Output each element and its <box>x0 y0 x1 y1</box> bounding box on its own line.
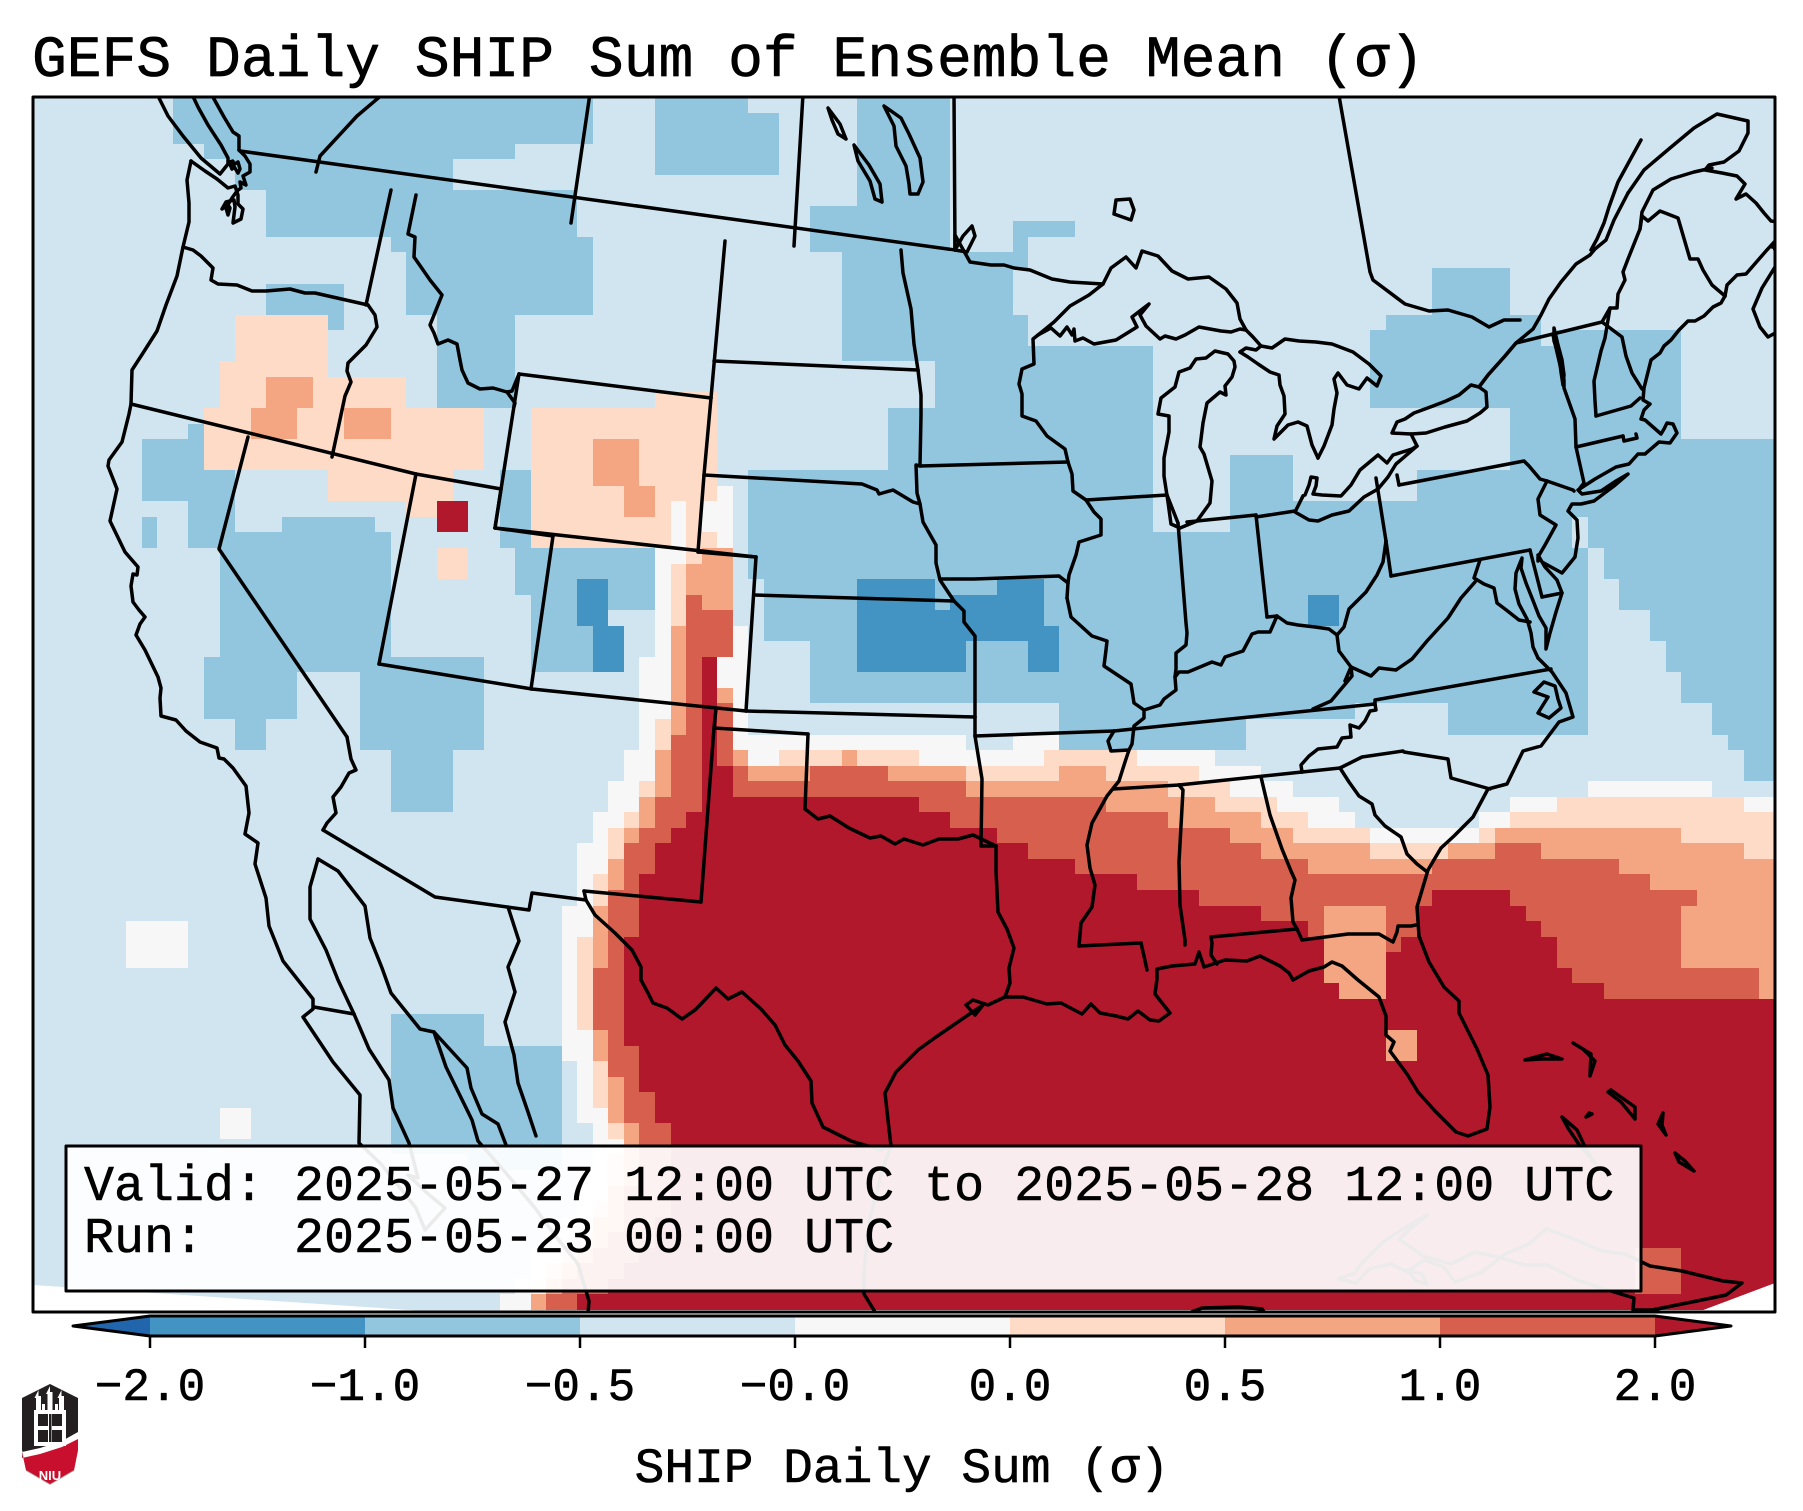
svg-text:−0.0: −0.0 <box>740 1362 850 1414</box>
svg-text:GEFS Daily SHIP Sum of Ensembl: GEFS Daily SHIP Sum of Ensemble Mean (σ) <box>32 29 1424 94</box>
svg-text:0.5: 0.5 <box>1184 1362 1267 1414</box>
svg-text:Run:: Run: <box>84 1211 204 1268</box>
svg-text:−0.5: −0.5 <box>525 1362 635 1414</box>
svg-text:1.0: 1.0 <box>1399 1362 1482 1414</box>
svg-text:NIU: NIU <box>39 1468 61 1483</box>
svg-text:0.0: 0.0 <box>969 1362 1052 1414</box>
svg-text:Valid: 2025-05-27 12:00 UTC to: Valid: 2025-05-27 12:00 UTC to 2025-05-2… <box>84 1159 1614 1216</box>
svg-text:2.0: 2.0 <box>1614 1362 1697 1414</box>
svg-text:−2.0: −2.0 <box>95 1362 205 1414</box>
svg-text:−1.0: −1.0 <box>310 1362 420 1414</box>
svg-text:SHIP Daily Sum (σ): SHIP Daily Sum (σ) <box>635 1441 1170 1497</box>
svg-text:2025-05-23 00:00 UTC: 2025-05-23 00:00 UTC <box>294 1211 894 1268</box>
